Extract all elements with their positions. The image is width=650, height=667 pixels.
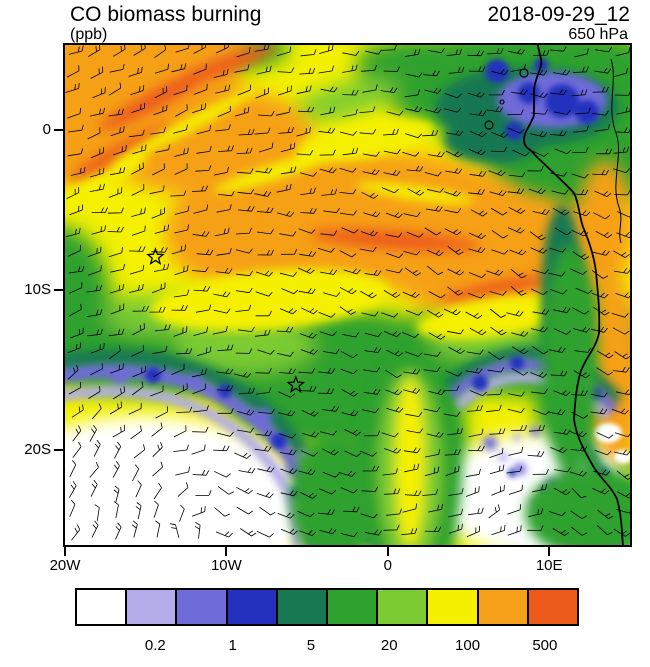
- colorbar-tick-label: 20: [380, 637, 398, 654]
- wind-barbs: [65, 45, 630, 541]
- x-tick-label: 10W: [210, 557, 242, 574]
- y-tick-label: 0: [42, 120, 51, 138]
- plot-pressure-level: 650 hPa: [568, 26, 628, 43]
- island-star-markers: [146, 247, 306, 393]
- x-tick-label: 0: [383, 557, 392, 574]
- colorbar-cell: [275, 590, 327, 624]
- y-tick-mark: [54, 448, 63, 451]
- colorbar-cell: [225, 590, 276, 624]
- y-tick-label: 20S: [24, 440, 51, 458]
- colorbar-cell: [376, 590, 427, 624]
- x-tick-label: 10E: [535, 557, 563, 574]
- map-frame: [63, 43, 632, 547]
- colorbar-cell: [426, 590, 477, 624]
- x-tick-mark: [64, 547, 66, 556]
- field-deep-orange-streaks: [66, 45, 549, 304]
- colorbar-tick-label: 1: [228, 637, 237, 654]
- x-tick-mark: [386, 547, 389, 556]
- y-tick-label: 10S: [24, 280, 51, 298]
- plot-units-label: (ppb): [70, 26, 108, 43]
- colorbar-cell: [526, 590, 578, 624]
- star-marker-2: [286, 375, 306, 393]
- wind-barb-strokes: [65, 45, 630, 541]
- inland-boundary-line: [610, 58, 622, 244]
- colorbar-cell: [77, 590, 126, 624]
- colorbar-cell: [326, 590, 377, 624]
- principe-island-outline: [499, 99, 505, 105]
- sao-tome-island-outline: [484, 120, 494, 130]
- colorbar-tick-label: 500: [532, 637, 558, 654]
- x-tick-label: 20W: [49, 557, 81, 574]
- field-white-low-co-lobes: [65, 415, 630, 545]
- africa-coastline: [523, 45, 624, 545]
- colorbar-cell: [125, 590, 176, 624]
- co-field-map: [65, 45, 630, 545]
- y-tick-mark: [54, 288, 63, 291]
- plot-title: CO biomass burning: [70, 3, 262, 26]
- colorbar-cell: [476, 590, 527, 624]
- colorbar-cell: [175, 590, 226, 624]
- y-tick-mark: [54, 128, 63, 131]
- star-marker-1: [146, 247, 165, 265]
- field-white-coastal-spots: [594, 423, 630, 464]
- colorbar-tick-label: 100: [455, 637, 481, 654]
- colorbar-tick-label: 0.2: [144, 637, 166, 654]
- plot-datetime: 2018-09-29_12: [487, 3, 630, 26]
- x-tick-mark: [548, 547, 551, 556]
- colorbar-frame: [75, 588, 579, 626]
- x-tick-mark: [225, 547, 228, 556]
- colorbar-tick-label: 5: [306, 637, 316, 654]
